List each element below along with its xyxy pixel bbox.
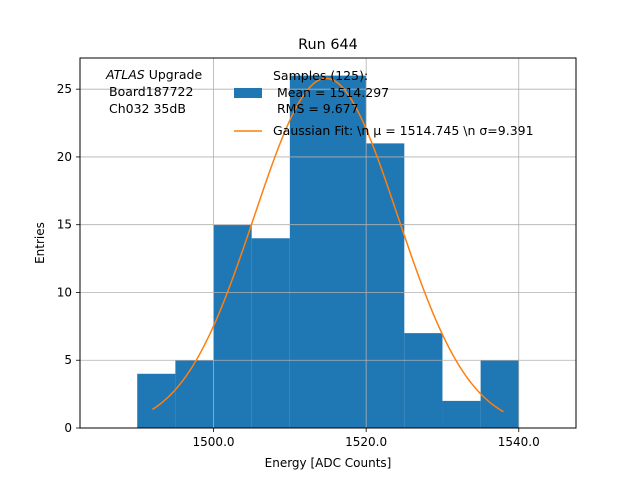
x-tick-label: 1520.0 [345,435,387,449]
atlas-italic-text: ATLAS [105,67,145,82]
histogram-bar [251,238,290,428]
gaussian-fit-curve [152,77,504,413]
gaussian-fit-line [152,77,504,413]
y-tick-label: 10 [57,285,72,299]
chart-title: Run 644 [298,37,358,53]
y-axis-ticks: 0 5 10 15 20 25 [57,82,80,435]
histogram-bar [366,143,405,428]
legend: Samples (125): Mean = 1514.297 RMS = 9.6… [234,68,534,138]
atlas-upgrade-text: Upgrade [145,67,203,82]
histogram-bar [404,333,443,428]
y-tick-label: 0 [64,421,72,435]
y-tick-label: 25 [57,82,72,96]
histogram-bar [328,75,367,428]
y-tick-label: 5 [64,353,72,367]
legend-hist-line1: Samples (125): [273,68,368,83]
histogram-bar [289,75,328,428]
legend-hist-swatch [234,88,262,98]
histogram-bars [137,75,519,428]
histogram-bar [137,373,176,428]
x-axis-ticks: 1500.0 1520.0 1540.0 [193,428,540,449]
x-tick-label: 1540.0 [498,435,540,449]
histogram-bar [442,400,481,428]
legend-hist-line3: RMS = 9.677 [273,101,359,116]
atlas-annotation: ATLAS Upgrade Board187722 Ch032 35dB [105,67,202,116]
histogram-bar [175,360,214,428]
histogram-bar [213,224,252,428]
y-axis-label: Entries [33,222,47,264]
atlas-annotation-line1: ATLAS Upgrade [105,67,202,82]
y-tick-label: 15 [57,218,72,232]
x-tick-label: 1500.0 [193,435,235,449]
x-axis-label: Energy [ADC Counts] [265,456,392,470]
atlas-annotation-channel: Ch032 35dB [109,101,186,116]
atlas-annotation-board: Board187722 [109,84,193,99]
y-tick-label: 20 [57,150,72,164]
histogram-bar [480,360,519,428]
legend-hist-line2: Mean = 1514.297 [273,85,389,100]
legend-fit-label: Gaussian Fit: \n μ = 1514.745 \n σ=9.391 [273,123,534,138]
plot-area-frame [79,57,577,429]
